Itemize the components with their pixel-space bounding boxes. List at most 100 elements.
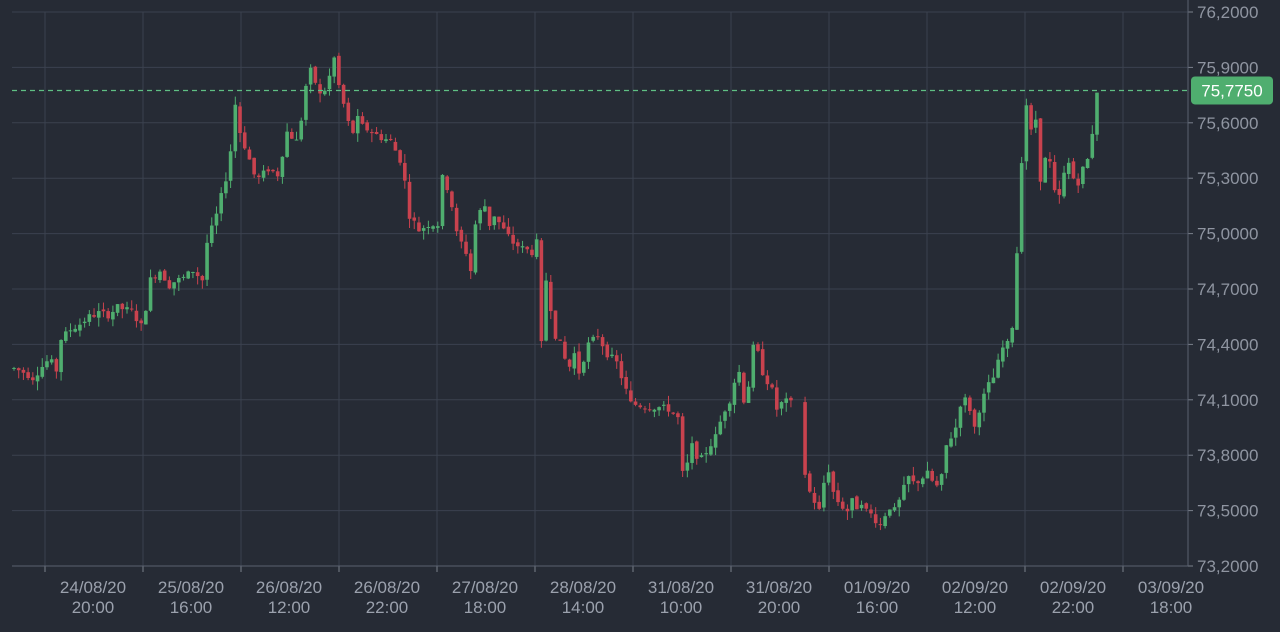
candle-body bbox=[186, 271, 191, 279]
y-tick-label: 75,0000 bbox=[1197, 225, 1258, 244]
candle-body bbox=[384, 139, 388, 142]
candle-body bbox=[1085, 159, 1090, 169]
candle-body bbox=[266, 169, 271, 172]
candle-body bbox=[789, 397, 793, 401]
axes: 76,2000 75,9000 75,6000 75,3000 75,0000 74,70… bbox=[12, 0, 1258, 617]
candle-body bbox=[911, 475, 916, 482]
x-tick-time: 18:00 bbox=[464, 598, 507, 617]
x-tick-time: 18:00 bbox=[1150, 598, 1193, 617]
candle-body bbox=[581, 361, 586, 373]
candle-body bbox=[129, 308, 134, 310]
candle-body bbox=[318, 84, 322, 94]
candle-body bbox=[666, 404, 671, 412]
candle-body bbox=[332, 57, 336, 77]
candle-body bbox=[812, 492, 817, 503]
x-tick-date: 24/08/20 bbox=[60, 578, 126, 597]
candle-body bbox=[784, 398, 789, 403]
candle-body bbox=[756, 344, 760, 351]
candle-body bbox=[388, 138, 393, 141]
candle-body bbox=[322, 90, 327, 95]
candle-body bbox=[676, 413, 680, 418]
candle-body bbox=[374, 131, 379, 134]
candle-body bbox=[96, 311, 101, 318]
candle-body bbox=[191, 271, 195, 273]
candle-body bbox=[567, 359, 572, 367]
candle-body bbox=[59, 339, 63, 373]
candle-body bbox=[892, 507, 897, 511]
candle-body bbox=[977, 412, 982, 428]
candle-body bbox=[1019, 163, 1024, 252]
candle-body bbox=[63, 331, 68, 341]
candle-body bbox=[82, 321, 87, 324]
candle-body bbox=[1071, 161, 1076, 179]
candle-body bbox=[435, 226, 440, 228]
candle-body bbox=[803, 402, 807, 475]
current-price-label: 75,7750 bbox=[1201, 81, 1262, 100]
candle-body bbox=[468, 253, 473, 272]
candle-body bbox=[275, 171, 280, 177]
x-tick-date: 01/09/20 bbox=[844, 578, 910, 597]
candle-body bbox=[497, 216, 501, 223]
x-tick-time: 16:00 bbox=[856, 598, 899, 617]
candle-body bbox=[939, 474, 944, 485]
candle-body bbox=[209, 225, 214, 243]
candle-body bbox=[596, 336, 600, 338]
candle-body bbox=[817, 501, 821, 509]
candle-body bbox=[412, 217, 417, 221]
y-tick-label: 75,9000 bbox=[1197, 58, 1258, 77]
candle-body bbox=[459, 229, 464, 242]
candle-body bbox=[483, 206, 487, 212]
candle-body bbox=[963, 397, 967, 406]
x-tick-date: 26/08/20 bbox=[354, 578, 420, 597]
candle-body bbox=[859, 504, 864, 509]
candle-body bbox=[200, 275, 205, 281]
candle-body bbox=[897, 499, 902, 508]
x-tick-date: 25/08/20 bbox=[158, 578, 224, 597]
candle-body bbox=[454, 207, 459, 232]
candle-body bbox=[1081, 166, 1085, 185]
candle-body bbox=[520, 246, 525, 248]
candle-body bbox=[285, 131, 289, 157]
candle-body bbox=[751, 344, 756, 388]
y-tick-label: 74,1000 bbox=[1197, 391, 1258, 410]
candle-body bbox=[421, 228, 426, 231]
candle-body bbox=[205, 242, 209, 280]
candle-body bbox=[878, 524, 883, 526]
x-tick-date: 26/08/20 bbox=[256, 578, 322, 597]
candle-body bbox=[195, 272, 200, 277]
candle-body bbox=[417, 222, 421, 232]
candle-body bbox=[407, 181, 412, 219]
candle-body bbox=[1001, 347, 1005, 362]
x-tick-date: 27/08/20 bbox=[452, 578, 518, 597]
x-tick-date: 02/09/20 bbox=[1040, 578, 1106, 597]
candle-body bbox=[850, 498, 854, 511]
candle-body bbox=[902, 484, 906, 500]
candle-body bbox=[440, 174, 445, 227]
candle-body bbox=[737, 371, 741, 383]
candle-body bbox=[16, 368, 21, 371]
x-tick-date: 28/08/20 bbox=[550, 578, 616, 597]
candle-body bbox=[45, 361, 49, 368]
candle-body bbox=[1038, 118, 1043, 182]
candle-body bbox=[558, 339, 563, 341]
candle-body bbox=[845, 508, 850, 512]
candle-body bbox=[1033, 119, 1038, 128]
candle-body bbox=[120, 303, 125, 310]
candle-body bbox=[219, 193, 223, 214]
candle-body bbox=[614, 355, 619, 362]
candle-body bbox=[775, 387, 779, 410]
candle-body bbox=[167, 280, 172, 289]
y-tick-label: 73,8000 bbox=[1197, 446, 1258, 465]
candle-body bbox=[426, 227, 431, 229]
candle-body bbox=[181, 276, 186, 278]
candle-body bbox=[257, 175, 261, 178]
candle-body bbox=[539, 240, 544, 342]
candle-body bbox=[619, 361, 624, 379]
candle-body bbox=[972, 409, 977, 427]
candle-body bbox=[450, 191, 454, 208]
candle-body bbox=[765, 375, 770, 385]
candle-body bbox=[242, 132, 247, 149]
candle-body bbox=[261, 170, 266, 178]
